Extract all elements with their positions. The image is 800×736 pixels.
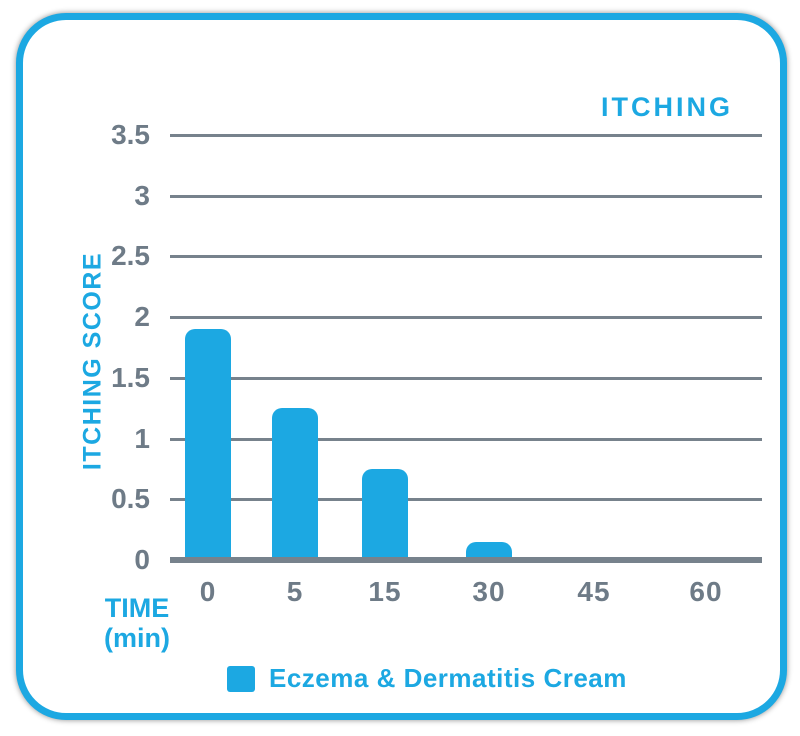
gridline-0.5 [170, 498, 762, 501]
gridline-1 [170, 438, 762, 441]
bar-0min [185, 329, 231, 557]
legend: Eczema & Dermatitis Cream [227, 663, 627, 694]
x-tick-label-60: 60 [689, 576, 723, 607]
bar-30min [466, 542, 512, 557]
gridline-2 [170, 316, 762, 319]
x-axis-title-line2: (min) [104, 623, 170, 653]
x-axis-title-line1: TIME [104, 593, 170, 623]
y-tick-label-1.5: 1.5 [111, 362, 150, 393]
legend-swatch-icon [227, 665, 255, 692]
gridline-1.5 [170, 377, 762, 380]
y-tick-label-2.5: 2.5 [111, 240, 150, 271]
x-tick-label-45: 45 [577, 576, 611, 607]
legend-label: Eczema & Dermatitis Cream [269, 663, 627, 693]
bar-15min [362, 469, 408, 557]
x-tick-label-0: 0 [199, 576, 217, 607]
bar-5min [272, 408, 318, 557]
x-axis-baseline [170, 557, 762, 563]
y-tick-label-0: 0 [134, 544, 150, 575]
x-tick-label-5: 5 [286, 576, 304, 607]
x-axis-title: TIME (min) [104, 593, 170, 653]
y-tick-label-1: 1 [134, 423, 150, 454]
gridline-3 [170, 195, 762, 198]
gridline-2.5 [170, 255, 762, 258]
x-tick-label-30: 30 [472, 576, 506, 607]
chart-title: ITCHING [601, 92, 733, 122]
gridline-3.5 [170, 134, 762, 137]
x-tick-label-15: 15 [368, 576, 402, 607]
y-tick-label-3: 3 [134, 180, 150, 211]
rounded-card: ITCHING ITCHING SCORE 3.5 3 2.5 2 1.5 1 0.5 0 0 5… [16, 13, 787, 720]
y-tick-label-2: 2 [134, 301, 150, 332]
y-tick-label-3.5: 3.5 [111, 119, 150, 150]
y-tick-label-0.5: 0.5 [111, 483, 150, 514]
